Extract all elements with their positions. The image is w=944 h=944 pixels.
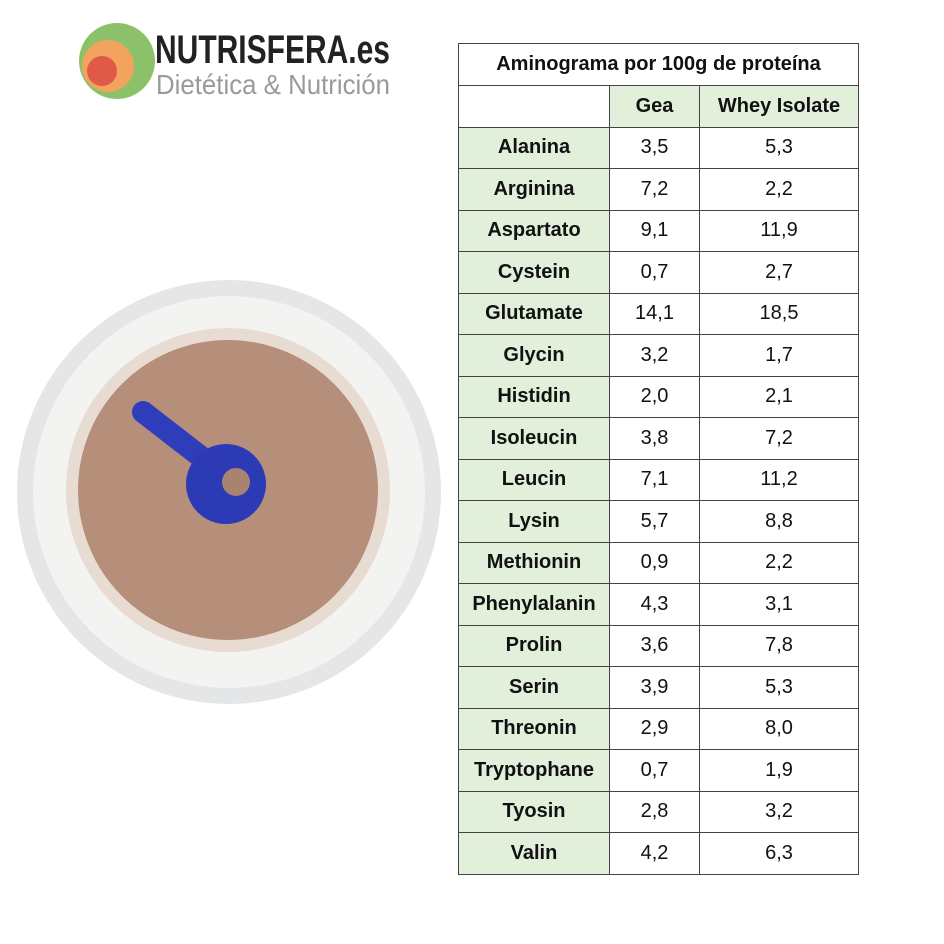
amino-name: Cystein [458, 251, 610, 294]
table-row: Phenylalanin 4,3 3,1 [458, 583, 859, 626]
value-cell: 2,1 [699, 375, 859, 418]
amino-name: Glutamate [458, 292, 610, 335]
value-cell: 7,1 [609, 458, 700, 501]
table-row: Threonin 2,9 8,0 [458, 707, 859, 750]
value-cell: 5,7 [609, 500, 700, 543]
table-row: Prolin 3,6 7,8 [458, 624, 859, 667]
value-cell: 0,9 [609, 541, 700, 584]
value-cell: 3,5 [609, 126, 700, 169]
amino-name: Tryptophane [458, 749, 610, 792]
table-row: Methionin 0,9 2,2 [458, 541, 859, 584]
table-row: Aspartato 9,1 11,9 [458, 209, 859, 252]
value-cell: 6,3 [699, 832, 859, 875]
logo-circle [87, 56, 117, 86]
value-cell: 2,0 [609, 375, 700, 418]
value-cell: 4,3 [609, 583, 700, 626]
table-row: Serin 3,9 5,3 [458, 666, 859, 709]
amino-name: Arginina [458, 168, 610, 211]
value-cell: 3,9 [609, 666, 700, 709]
amino-name: Threonin [458, 707, 610, 750]
value-cell: 2,7 [699, 251, 859, 294]
title-row: Aminograma por 100g de proteína [458, 43, 859, 86]
amino-name: Leucin [458, 458, 610, 501]
value-cell: 18,5 [699, 292, 859, 335]
value-cell: 3,2 [609, 334, 700, 377]
amino-name: Aspartato [458, 209, 610, 252]
value-cell: 11,9 [699, 209, 859, 252]
table-row: Lysin 5,7 8,8 [458, 500, 859, 543]
table-row: Valin 4,2 6,3 [458, 832, 859, 875]
value-cell: 2,2 [699, 168, 859, 211]
value-cell: 3,1 [699, 583, 859, 626]
table-row: Histidin 2,0 2,1 [458, 375, 859, 418]
scoop-handle [132, 401, 216, 471]
value-cell: 8,8 [699, 500, 859, 543]
value-cell: 11,2 [699, 458, 859, 501]
table-row: Leucin 7,1 11,2 [458, 458, 859, 501]
amino-name: Prolin [458, 624, 610, 667]
scoop-powder [222, 468, 250, 496]
value-cell: 2,9 [609, 707, 700, 750]
table-row: Tyosin 2,8 3,2 [458, 790, 859, 833]
table-row: Alanina 3,5 5,3 [458, 126, 859, 169]
value-cell: 0,7 [609, 749, 700, 792]
amino-name: Phenylalanin [458, 583, 610, 626]
amino-name: Methionin [458, 541, 610, 584]
value-cell: 9,1 [609, 209, 700, 252]
value-cell: 3,8 [609, 417, 700, 460]
amino-name: Glycin [458, 334, 610, 377]
value-cell: 2,8 [609, 790, 700, 833]
value-cell: 8,0 [699, 707, 859, 750]
header-cell: Whey Isolate [699, 85, 859, 128]
value-cell: 1,7 [699, 334, 859, 377]
table-row: Tryptophane 0,7 1,9 [458, 749, 859, 792]
header-cell [458, 85, 610, 128]
table-row: Glycin 3,2 1,7 [458, 334, 859, 377]
amino-table: Aminograma por 100g de proteína Gea Whey I… [458, 43, 859, 875]
amino-name: Lysin [458, 500, 610, 543]
table-row: Cystein 0,7 2,7 [458, 251, 859, 294]
amino-name: Alanina [458, 126, 610, 169]
table-row: Glutamate 14,1 18,5 [458, 292, 859, 335]
value-cell: 3,2 [699, 790, 859, 833]
amino-name: Tyosin [458, 790, 610, 833]
value-cell: 0,7 [609, 251, 700, 294]
amino-name: Valin [458, 832, 610, 875]
table-row: Isoleucin 3,8 7,2 [458, 417, 859, 460]
value-cell: 1,9 [699, 749, 859, 792]
value-cell: 2,2 [699, 541, 859, 584]
value-cell: 4,2 [609, 832, 700, 875]
value-cell: 5,3 [699, 126, 859, 169]
amino-name: Isoleucin [458, 417, 610, 460]
logo-tagline: Dietética & Nutrición [156, 69, 390, 100]
table-title: Aminograma por 100g de proteína [458, 43, 859, 86]
value-cell: 3,6 [609, 624, 700, 667]
logo-name: NUTRISFERA.es [155, 28, 390, 72]
value-cell: 7,8 [699, 624, 859, 667]
value-cell: 14,1 [609, 292, 700, 335]
amino-name: Histidin [458, 375, 610, 418]
value-cell: 5,3 [699, 666, 859, 709]
header-cell: Gea [609, 85, 700, 128]
table-row: Arginina 7,2 2,2 [458, 168, 859, 211]
value-cell: 7,2 [609, 168, 700, 211]
header-row: Gea Whey Isolate [458, 85, 859, 128]
amino-name: Serin [458, 666, 610, 709]
value-cell: 7,2 [699, 417, 859, 460]
